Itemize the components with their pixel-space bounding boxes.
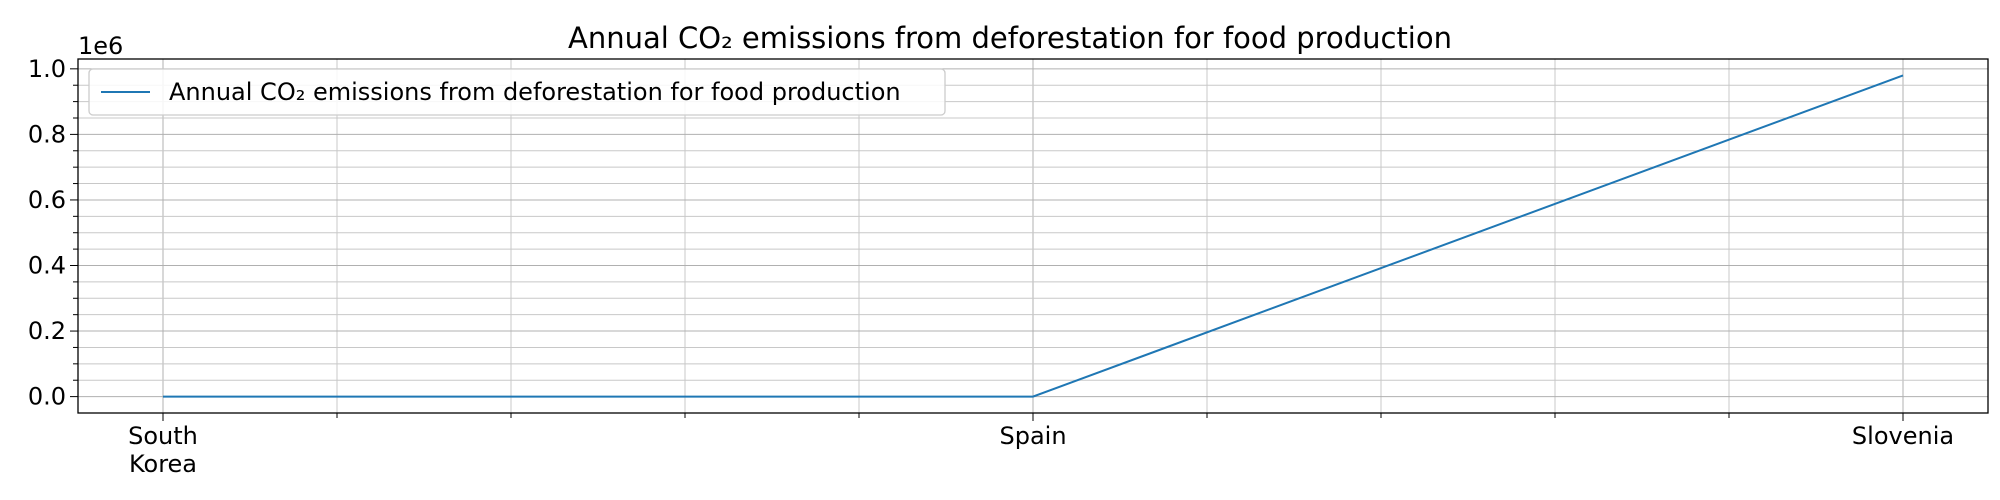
y-tick-label: 1.0 xyxy=(28,55,66,83)
chart-title: Annual CO₂ emissions from deforestation … xyxy=(568,21,1452,55)
y-tick-label: 0.6 xyxy=(28,186,66,214)
y-tick-label: 0.2 xyxy=(28,317,66,345)
legend: Annual CO₂ emissions from deforestation … xyxy=(88,68,946,116)
y-tick-label: 0.8 xyxy=(28,120,66,148)
x-tick-label: Slovenia xyxy=(1852,422,1954,450)
grid xyxy=(78,59,1988,413)
x-axis: South Korea Spain Slovenia xyxy=(128,413,1954,478)
x-tick-label: Spain xyxy=(999,422,1066,450)
y-axis-offset-label: 1e6 xyxy=(78,32,123,60)
x-tick-label: South Korea xyxy=(128,422,198,478)
legend-frame xyxy=(88,68,946,116)
y-axis: 0.0 0.2 0.4 0.6 0.8 1.0 xyxy=(28,55,78,411)
legend-label: Annual CO₂ emissions from deforestation … xyxy=(169,78,901,106)
y-tick-label: 0.4 xyxy=(28,252,66,280)
series-layer xyxy=(162,74,1904,398)
y-tick-label: 0.0 xyxy=(28,383,66,411)
